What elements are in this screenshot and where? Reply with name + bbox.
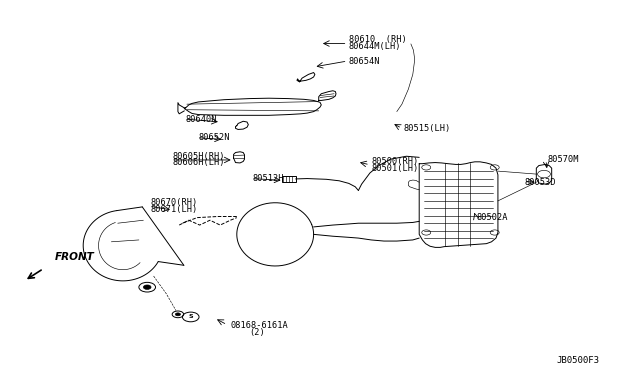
- Text: 80500(RH): 80500(RH): [371, 157, 419, 166]
- Text: 80501(LH): 80501(LH): [371, 164, 419, 173]
- Text: 80644M(LH): 80644M(LH): [349, 42, 401, 51]
- Text: JB0500F3: JB0500F3: [557, 356, 600, 365]
- Text: 80606H(LH): 80606H(LH): [173, 158, 225, 167]
- Text: 80670(RH): 80670(RH): [150, 198, 198, 207]
- Text: 80515(LH): 80515(LH): [403, 124, 451, 133]
- Text: 80605H(RH): 80605H(RH): [173, 152, 225, 161]
- Text: 80512H: 80512H: [253, 174, 284, 183]
- Text: 80652N: 80652N: [198, 133, 230, 142]
- Text: 80610  (RH): 80610 (RH): [349, 35, 406, 44]
- Text: 80570M: 80570M: [547, 155, 579, 164]
- Text: 80640N: 80640N: [186, 115, 217, 124]
- Text: 80654N: 80654N: [349, 57, 380, 66]
- Text: 80502A: 80502A: [477, 213, 508, 222]
- Text: FRONT: FRONT: [54, 252, 94, 262]
- Text: (2): (2): [250, 328, 266, 337]
- Circle shape: [175, 313, 180, 316]
- Circle shape: [143, 285, 151, 289]
- Text: 08168-6161A: 08168-6161A: [230, 321, 288, 330]
- Text: S: S: [188, 314, 193, 320]
- Text: 80671(LH): 80671(LH): [150, 205, 198, 214]
- Text: 80053D: 80053D: [525, 178, 556, 187]
- Bar: [282, 176, 296, 182]
